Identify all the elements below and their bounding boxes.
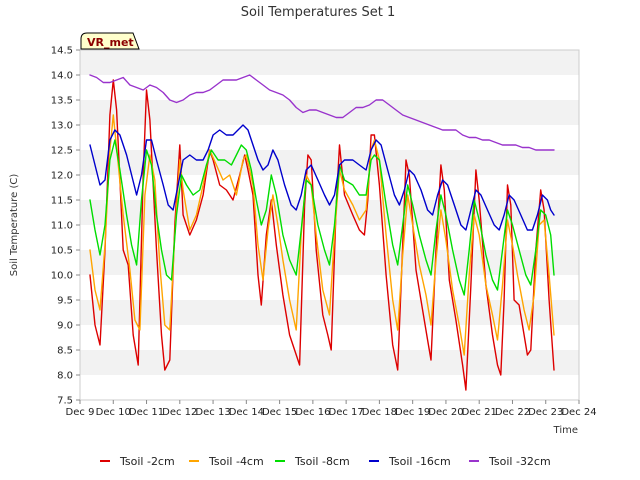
y-tick-label: 12.0 [51,171,73,182]
x-tick-label: Dec 21 [462,407,497,418]
grid-band [80,50,579,75]
y-tick-label: 9.0 [57,321,73,332]
x-tick-label: Dec 18 [362,407,397,418]
series-line-0 [89,79,555,391]
y-tick-label: 11.0 [51,221,73,232]
vr-met-badge: VR_met [80,32,140,50]
grid-band [80,125,579,150]
y-tick-label: 8.0 [57,371,73,382]
grid-band [80,100,579,125]
legend-label: Tsoil -4cm [208,455,264,468]
x-tick-label: Dec 9 [66,407,95,418]
y-tick-label: 8.5 [57,346,73,357]
grid-band [80,375,579,400]
x-tick-label: Dec 10 [96,407,131,418]
x-tick-label: Dec 24 [561,407,596,418]
x-tick-label: Dec 15 [262,407,297,418]
y-tick-label: 11.5 [51,196,73,207]
x-tick-label: Dec 12 [162,407,197,418]
x-tick-label: Dec 14 [229,407,264,418]
series-line-4 [89,74,555,151]
grid-band [80,350,579,375]
chart-title: Soil Temperatures Set 1 [241,5,396,20]
y-tick-label: 9.5 [57,296,73,307]
grid-band [80,225,579,250]
y-tick-label: 14.5 [51,46,73,57]
x-tick-label: Dec 22 [495,407,530,418]
x-tick-label: Dec 19 [395,407,430,418]
plot-lines [89,74,555,391]
y-tick-label: 12.5 [51,146,73,157]
y-tick-label: 7.5 [57,396,73,407]
series-line-3 [89,124,555,231]
x-tick-label: Dec 16 [295,407,330,418]
x-tick-label: Dec 13 [195,407,230,418]
grid-band [80,150,579,175]
legend-label: Tsoil -8cm [294,455,350,468]
y-tick-label: 14.0 [51,71,73,82]
x-tick-label: Dec 11 [129,407,164,418]
y-tick-label: 13.5 [51,96,73,107]
legend-label: Tsoil -2cm [119,455,175,468]
series-line-2 [89,139,555,296]
y-axis: 7.5 8.0 8.5 9.0 9.5 10.0 10.5 11.0 11.5 12.0 12.5 1… [51,46,80,407]
legend: Tsoil -2cm Tsoil -4cm Tsoil -8cm Tsoil -16c… [100,455,551,468]
y-tick-label: 13.0 [51,121,73,132]
y-tick-label: 10.5 [51,246,73,257]
legend-label: Tsoil -16cm [388,455,451,468]
badge-label: VR_met [87,36,134,49]
grid-band [80,325,579,350]
legend-label: Tsoil -32cm [488,455,551,468]
y-tick-label: 10.0 [51,271,73,282]
grid-band [80,75,579,100]
y-axis-label: Soil Temperature (C) [9,174,20,277]
series-line-1 [89,114,555,356]
x-tick-label: Dec 23 [528,407,563,418]
x-axis-label: Time [553,425,578,436]
x-tick-label: Dec 17 [329,407,364,418]
badge-shape [80,32,140,50]
x-tick-label: Dec 20 [428,407,463,418]
